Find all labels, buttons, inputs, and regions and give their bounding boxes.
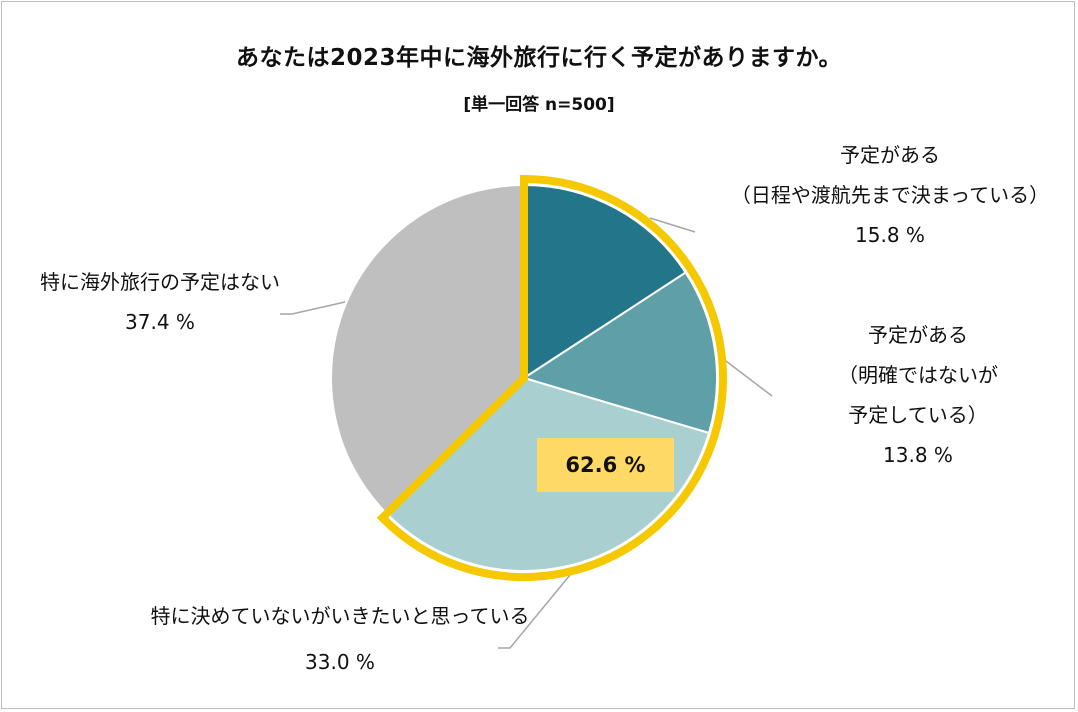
slice-label-1: 予定がある （日程や渡航先まで決まっている） 15.8 % <box>720 135 1060 255</box>
leader-line-3 <box>498 574 571 649</box>
pie-slice-1 <box>523 183 688 380</box>
slice-label-4: 特に海外旅行の予定はない 37.4 % <box>10 262 310 342</box>
highlight-value-badge: 62.6 % <box>537 438 674 492</box>
slice-label-3: 特に決めていないがいきたいと思っている 33.0 % <box>130 596 550 682</box>
slice-label-1-line-1: 予定がある <box>840 143 940 167</box>
chart-title: あなたは2023年中に海外旅行に行く予定がありますか。 <box>235 45 843 71</box>
slice-label-2-line-3: 予定している） <box>848 403 988 427</box>
slice-label-1-line-2: （日程や渡航先まで決まっている） <box>730 183 1050 207</box>
leader-line-4 <box>280 301 346 315</box>
slice-label-2-line-2: （明確ではないが <box>838 363 998 387</box>
slice-value-2: 13.8 % <box>883 443 953 467</box>
slice-label-2-line-1: 予定がある <box>868 323 968 347</box>
slice-value-1: 15.8 % <box>855 223 925 247</box>
slice-value-4: 37.4 % <box>125 310 195 334</box>
leader-line-2 <box>721 357 773 397</box>
leader-line-1 <box>649 217 696 233</box>
pie-slice-4 <box>330 183 525 516</box>
slice-label-2: 予定がある （明確ではないが 予定している） 13.8 % <box>818 315 1018 475</box>
highlight-outline <box>376 174 727 581</box>
slice-label-4-line-1: 特に海外旅行の予定はない <box>40 270 280 294</box>
chart-subtitle: [単一回答 n=500] <box>463 95 615 115</box>
pie-slice-2 <box>521 271 718 435</box>
slice-value-3: 33.0 % <box>305 650 375 674</box>
slice-label-3-line-1: 特に決めていないがいきたいと思っている <box>150 604 530 628</box>
